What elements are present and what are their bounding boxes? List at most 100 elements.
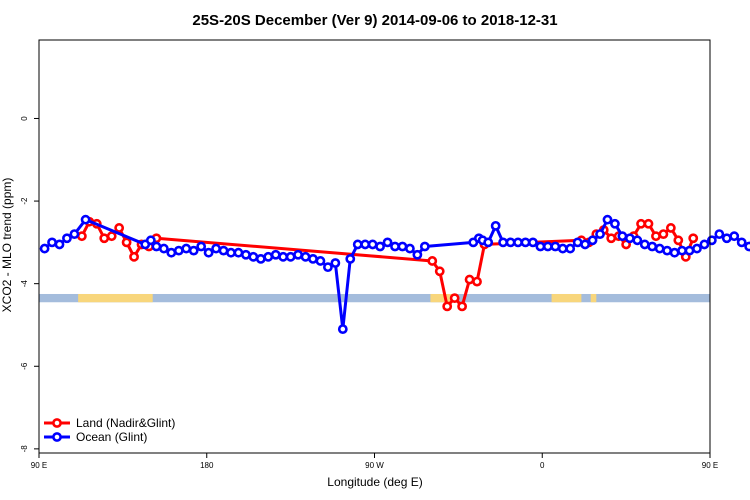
axis-ticks: 90 E 180 90 W 0 90 E 0 -2 -4 -6 -8 <box>20 116 718 470</box>
ocean-point <box>240 249 251 260</box>
ocean-point <box>721 233 732 244</box>
ocean-point <box>308 253 318 264</box>
ocean-point <box>367 239 378 250</box>
ocean-point <box>610 218 620 229</box>
ocean-point <box>390 241 400 252</box>
y-tick-label: -8 <box>20 445 29 453</box>
ocean-point <box>181 243 192 254</box>
land-point <box>99 233 110 244</box>
ocean-point <box>263 251 274 262</box>
ocean-point <box>624 233 635 244</box>
land-point <box>673 235 684 246</box>
ocean-point <box>226 247 236 258</box>
x-tick-label: 90 E <box>702 461 718 470</box>
ocean-point <box>352 239 363 250</box>
ocean-point <box>158 243 169 254</box>
ocean-point <box>699 239 710 250</box>
x-tick-label: 0 <box>540 461 545 470</box>
ocean-point <box>684 245 695 256</box>
ocean-point <box>315 256 326 266</box>
y-tick-label: -6 <box>20 362 29 370</box>
land-point <box>457 301 468 312</box>
ocean-point <box>647 241 658 252</box>
land-point <box>449 293 460 304</box>
ocean-point <box>382 237 393 248</box>
ocean-point <box>278 251 289 262</box>
ocean-point <box>595 229 605 240</box>
ocean-point <box>419 241 430 252</box>
ocean-point <box>520 237 531 248</box>
ocean-point <box>345 253 356 264</box>
legend-label: Ocean (Glint) <box>76 430 147 444</box>
x-tick-label: 180 <box>200 461 214 470</box>
ocean-point <box>729 231 740 242</box>
ocean-point <box>662 245 673 256</box>
ocean-point <box>248 251 259 262</box>
ocean-point <box>714 229 725 240</box>
land-point <box>658 229 669 240</box>
ocean-point <box>602 214 613 225</box>
series-layer <box>39 214 750 334</box>
ocean-point <box>337 324 348 334</box>
y-tick-label: 0 <box>20 116 29 121</box>
ocean-point <box>54 239 65 250</box>
ocean-point <box>580 239 591 250</box>
land-band <box>551 293 582 303</box>
ocean-point <box>323 262 333 273</box>
ocean-point <box>196 241 207 252</box>
land-point <box>427 256 438 266</box>
ocean-point <box>330 258 341 268</box>
land-band <box>590 293 597 303</box>
land-point <box>665 223 676 233</box>
ocean-point <box>151 241 162 252</box>
ocean-point <box>405 243 415 254</box>
ocean-point <box>505 237 516 248</box>
ocean-point <box>744 241 750 252</box>
ocean-point <box>572 237 583 248</box>
ocean-point <box>145 235 156 246</box>
ocean-point <box>80 214 91 225</box>
legend-marker <box>52 418 62 428</box>
land-point <box>651 231 661 242</box>
ocean-point <box>173 245 184 256</box>
ocean-point <box>293 249 303 260</box>
ocean-point <box>188 245 199 256</box>
ocean-point <box>706 235 717 246</box>
ocean-point <box>47 237 57 248</box>
ocean-point <box>203 247 214 258</box>
ocean-point <box>300 251 311 262</box>
ocean-point <box>397 241 408 252</box>
ocean-point <box>360 239 371 250</box>
ocean-point <box>218 245 229 256</box>
land-point <box>129 251 139 262</box>
ocean-point <box>412 249 423 260</box>
land-point <box>606 233 617 244</box>
plot-frame <box>38 39 711 454</box>
y-tick-label: -2 <box>20 197 29 205</box>
ocean-band <box>39 293 710 303</box>
land-point <box>434 266 445 277</box>
land-point <box>121 237 132 248</box>
land-point <box>472 276 482 287</box>
ocean-point <box>375 241 385 252</box>
ocean-point <box>255 253 266 264</box>
ocean-point <box>669 247 680 258</box>
ocean-point <box>677 245 687 256</box>
ocean-point <box>166 247 177 258</box>
x-axis-label: Longitude (deg E) <box>327 475 422 489</box>
x-tick-label: 90 E <box>31 461 47 470</box>
legend-marker <box>52 432 62 442</box>
ocean-point <box>587 235 598 246</box>
land-point <box>464 274 475 285</box>
ocean-point <box>528 237 538 248</box>
legend-label: Land (Nadir&Glint) <box>76 416 175 430</box>
ocean-point <box>233 247 244 258</box>
ocean-point <box>39 243 50 254</box>
ocean-point <box>62 233 72 244</box>
land-point <box>636 218 646 229</box>
ocean-point <box>498 237 509 248</box>
land-point <box>76 231 87 242</box>
ocean-point <box>639 239 650 250</box>
ocean-point <box>535 241 546 252</box>
